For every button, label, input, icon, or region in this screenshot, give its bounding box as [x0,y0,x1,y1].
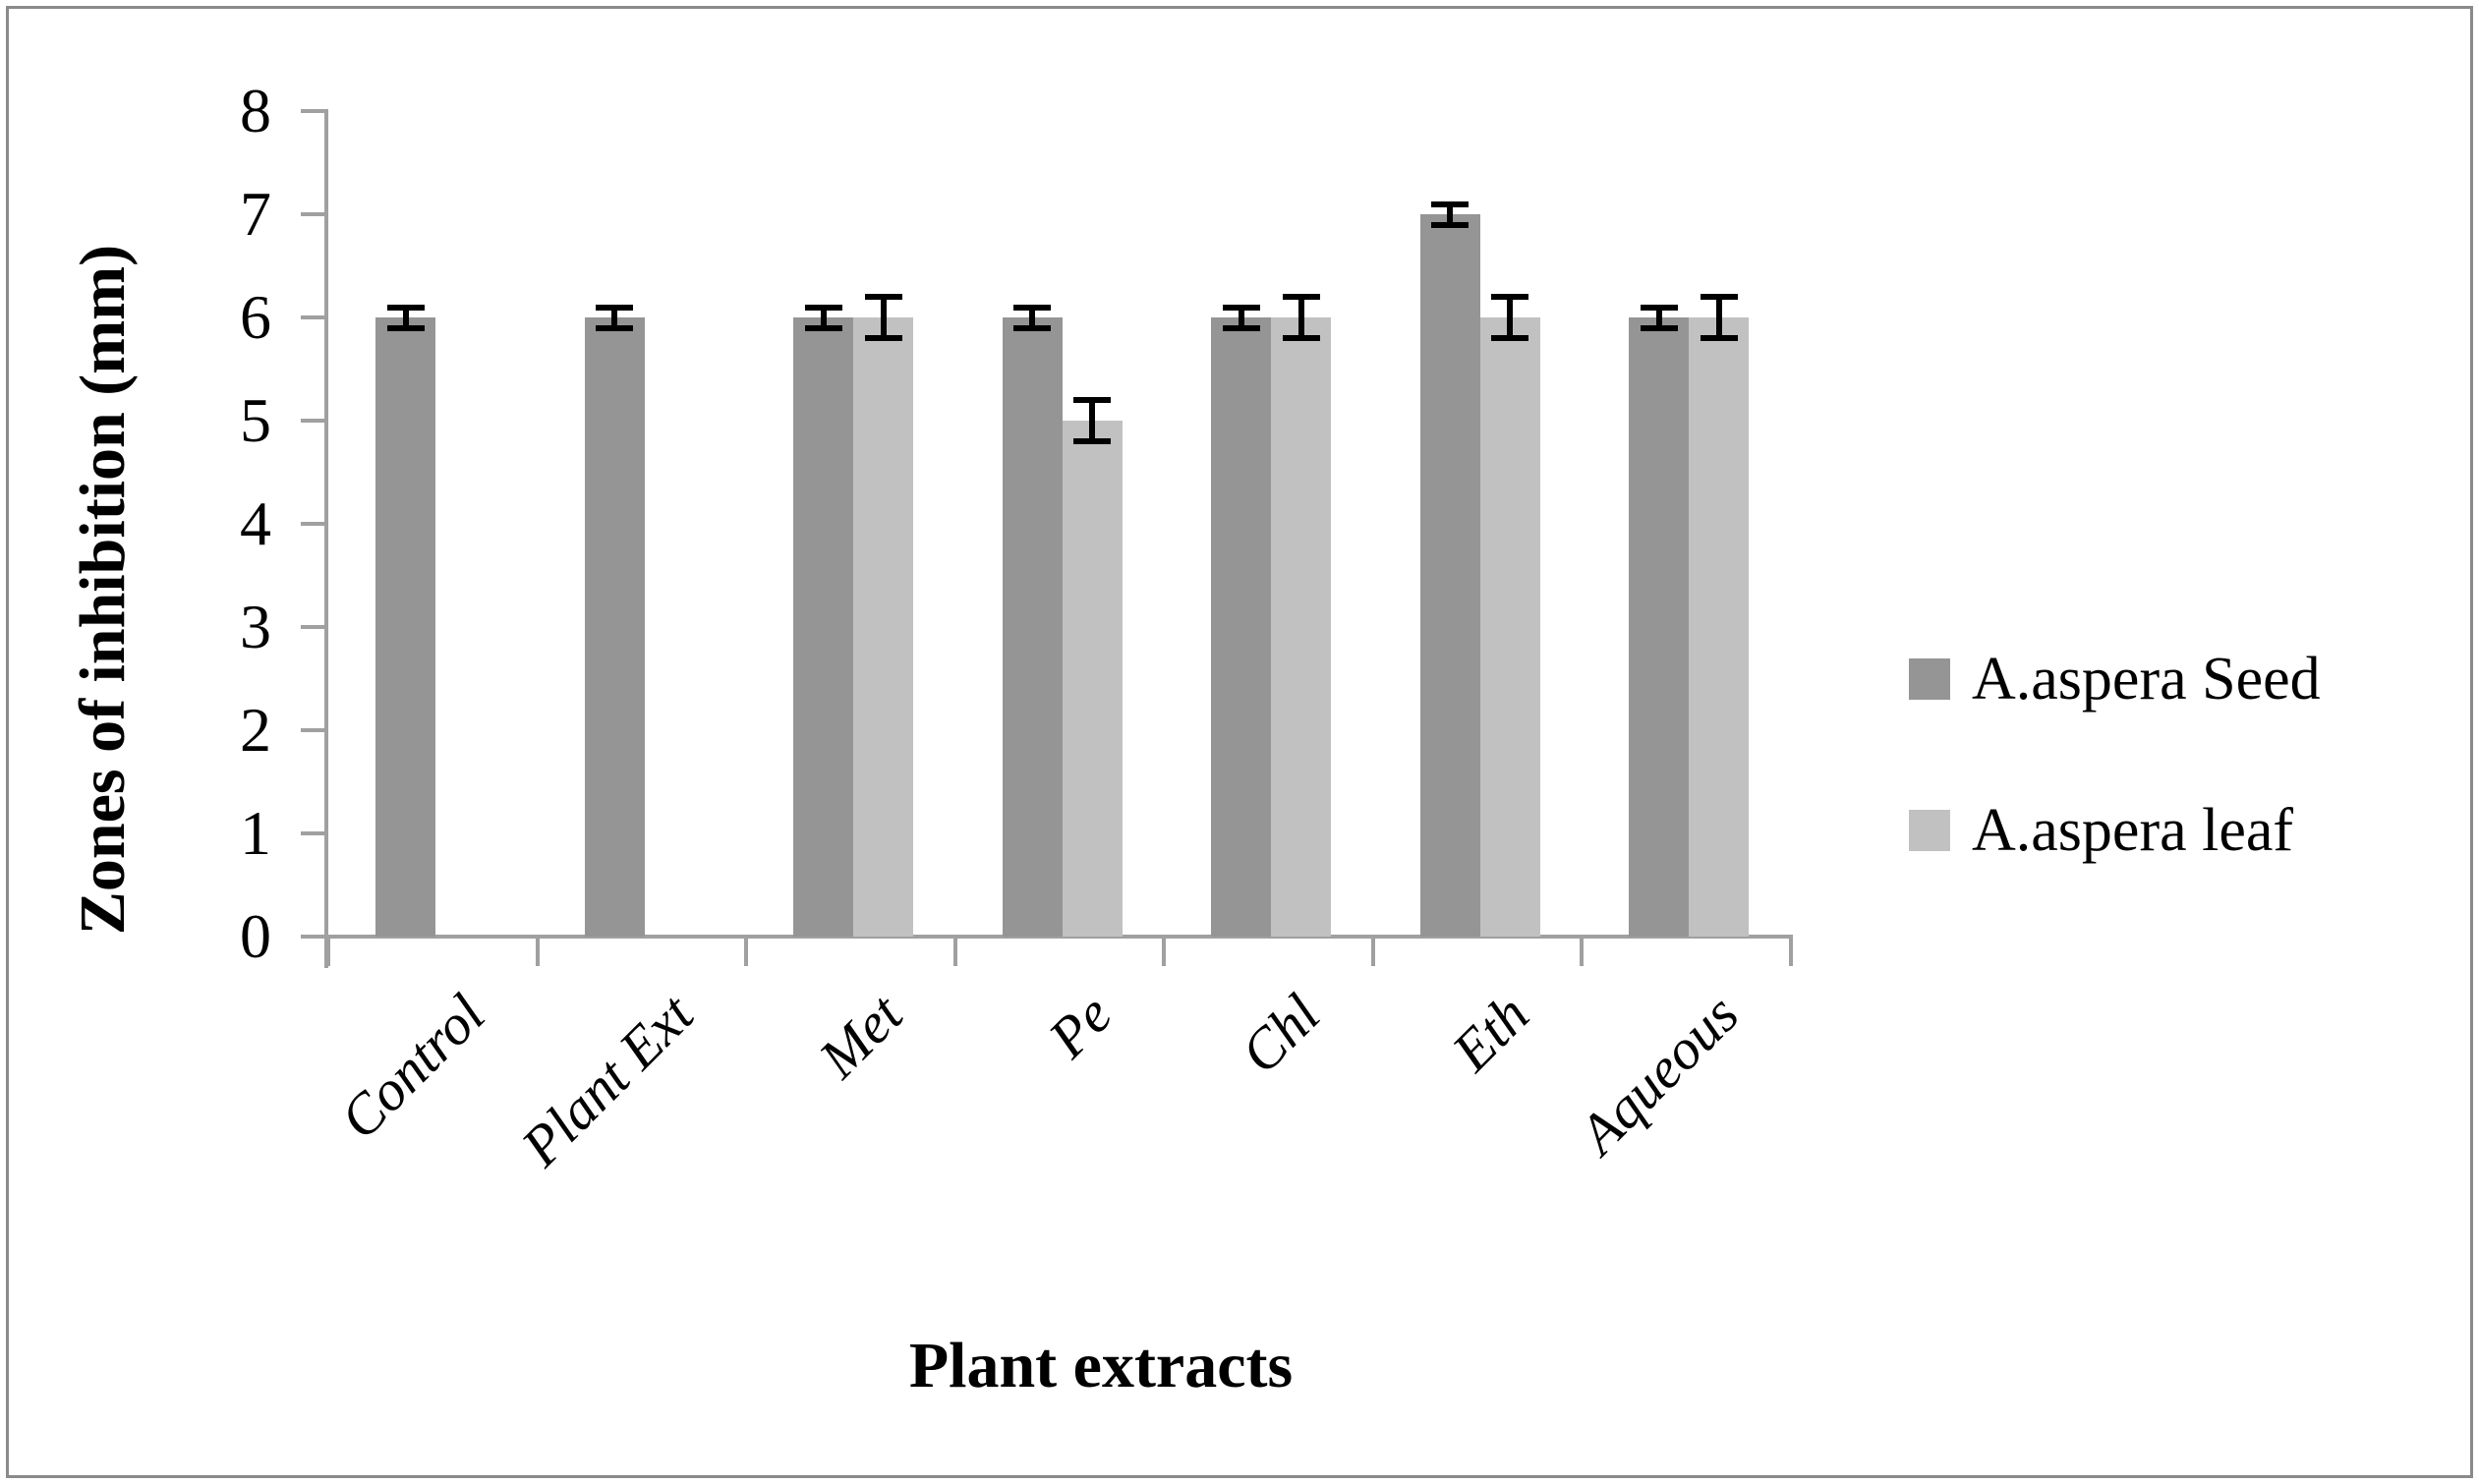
error-bar-cap-pe-0-bottom [1013,324,1051,331]
y-tick-label: 5 [240,385,271,455]
error-bar-line-plant-ext-0 [611,307,617,328]
a-aspera-leaf-bar-chl [1271,317,1331,937]
y-tick-label: 2 [240,695,271,765]
x-tick [1162,939,1166,966]
error-bar-cap-chl-1-top [1282,294,1320,300]
error-bar-cap-plant-ext-0-top [596,304,633,311]
error-bar-line-pe-0 [1029,307,1035,328]
error-bar-cap-pe-1-bottom [1073,438,1111,444]
x-tick [952,939,957,966]
y-tick-label: 1 [240,798,271,868]
y-tick [301,109,328,113]
legend: A.aspera Seed A.aspera leaf [1909,649,2321,951]
x-category-label-pe: Pe [1035,982,1124,1070]
legend-swatch-seed [1909,658,1950,700]
y-tick [301,831,328,835]
a-aspera-seed-bar-pe [1002,317,1063,937]
a-aspera-leaf-bar-eth [1479,317,1540,937]
a-aspera-seed-bar-plant-ext [584,317,645,937]
y-tick-label: 8 [240,76,271,145]
error-bar-line-eth-0 [1447,203,1453,225]
error-bar-cap-met-1-top [864,294,902,300]
a-aspera-leaf-bar-aqueous [1689,317,1749,937]
y-tick-label: 7 [240,179,271,249]
x-category-label-met: Met [806,982,915,1090]
x-tick [1370,939,1375,966]
legend-swatch-leaf [1909,810,1950,851]
a-aspera-leaf-bar-met [853,317,913,937]
error-bar-cap-eth-1-bottom [1491,335,1528,341]
y-tick [301,728,328,732]
error-bar-line-aqueous-0 [1655,307,1662,328]
error-bar-cap-pe-0-top [1013,304,1051,311]
error-bar-cap-eth-0-top [1431,200,1469,207]
a-aspera-seed-bar-control [375,317,435,937]
a-aspera-seed-bar-eth [1419,214,1480,937]
a-aspera-seed-bar-chl [1211,317,1271,937]
y-tick [301,419,328,423]
legend-label-leaf: A.aspera leaf [1972,797,2294,864]
x-tick [1580,939,1584,966]
error-bar-line-eth-1 [1507,297,1513,338]
x-category-label-control: Control [327,982,497,1152]
y-axis-line [324,109,328,968]
chart-border [6,6,2473,1478]
y-tick [301,212,328,216]
error-bar-cap-pe-1-top [1073,397,1111,403]
error-bar-cap-chl-1-bottom [1282,335,1320,341]
error-bar-cap-met-0-top [804,304,842,311]
x-tick [1788,939,1793,966]
error-bar-cap-met-1-bottom [864,335,902,341]
y-tick [301,315,328,319]
x-axis-line [301,935,1793,939]
error-bar-line-pe-1 [1089,400,1095,441]
error-bar-cap-met-0-bottom [804,324,842,331]
error-bar-cap-aqueous-1-bottom [1700,335,1738,341]
x-tick [744,939,748,966]
error-bar-line-chl-0 [1238,307,1244,328]
error-bar-cap-control-0-top [386,304,425,311]
y-tick-label: 0 [240,901,271,971]
legend-item-seed: A.aspera Seed [1909,649,2321,710]
y-tick [301,522,328,526]
error-bar-line-met-1 [880,297,887,338]
y-tick-label: 4 [240,488,271,558]
y-tick [301,625,328,629]
error-bar-cap-aqueous-0-bottom [1640,324,1678,331]
error-bar-line-aqueous-1 [1715,297,1722,338]
error-bar-line-chl-1 [1297,297,1304,338]
error-bar-cap-control-0-bottom [386,324,425,331]
error-bar-cap-plant-ext-0-bottom [596,324,633,331]
y-tick-label: 3 [240,592,271,661]
error-bar-cap-chl-0-bottom [1222,324,1260,331]
a-aspera-seed-bar-met [793,317,853,937]
legend-item-leaf: A.aspera leaf [1909,800,2321,861]
x-tick [326,939,330,966]
legend-label-seed: A.aspera Seed [1972,646,2321,713]
error-bar-cap-aqueous-1-top [1700,294,1738,300]
error-bar-cap-eth-1-top [1491,294,1528,300]
x-category-label-aqueous: Aqueous [1566,982,1751,1167]
error-bar-line-control-0 [402,307,409,328]
x-category-label-plant-ext: Plant Ext [509,982,706,1178]
a-aspera-seed-bar-aqueous [1629,317,1689,937]
error-bar-cap-eth-0-bottom [1431,221,1469,228]
a-aspera-leaf-bar-pe [1062,421,1123,937]
error-bar-cap-chl-0-top [1222,304,1260,311]
error-bar-line-met-0 [820,307,827,328]
x-tick [535,939,540,966]
y-tick-label: 6 [240,282,271,352]
x-axis-title: Plant extracts [908,1330,1294,1401]
error-bar-cap-aqueous-0-top [1640,304,1678,311]
x-category-label-eth: Eth [1439,982,1541,1084]
x-category-label-chl: Chl [1229,982,1333,1086]
